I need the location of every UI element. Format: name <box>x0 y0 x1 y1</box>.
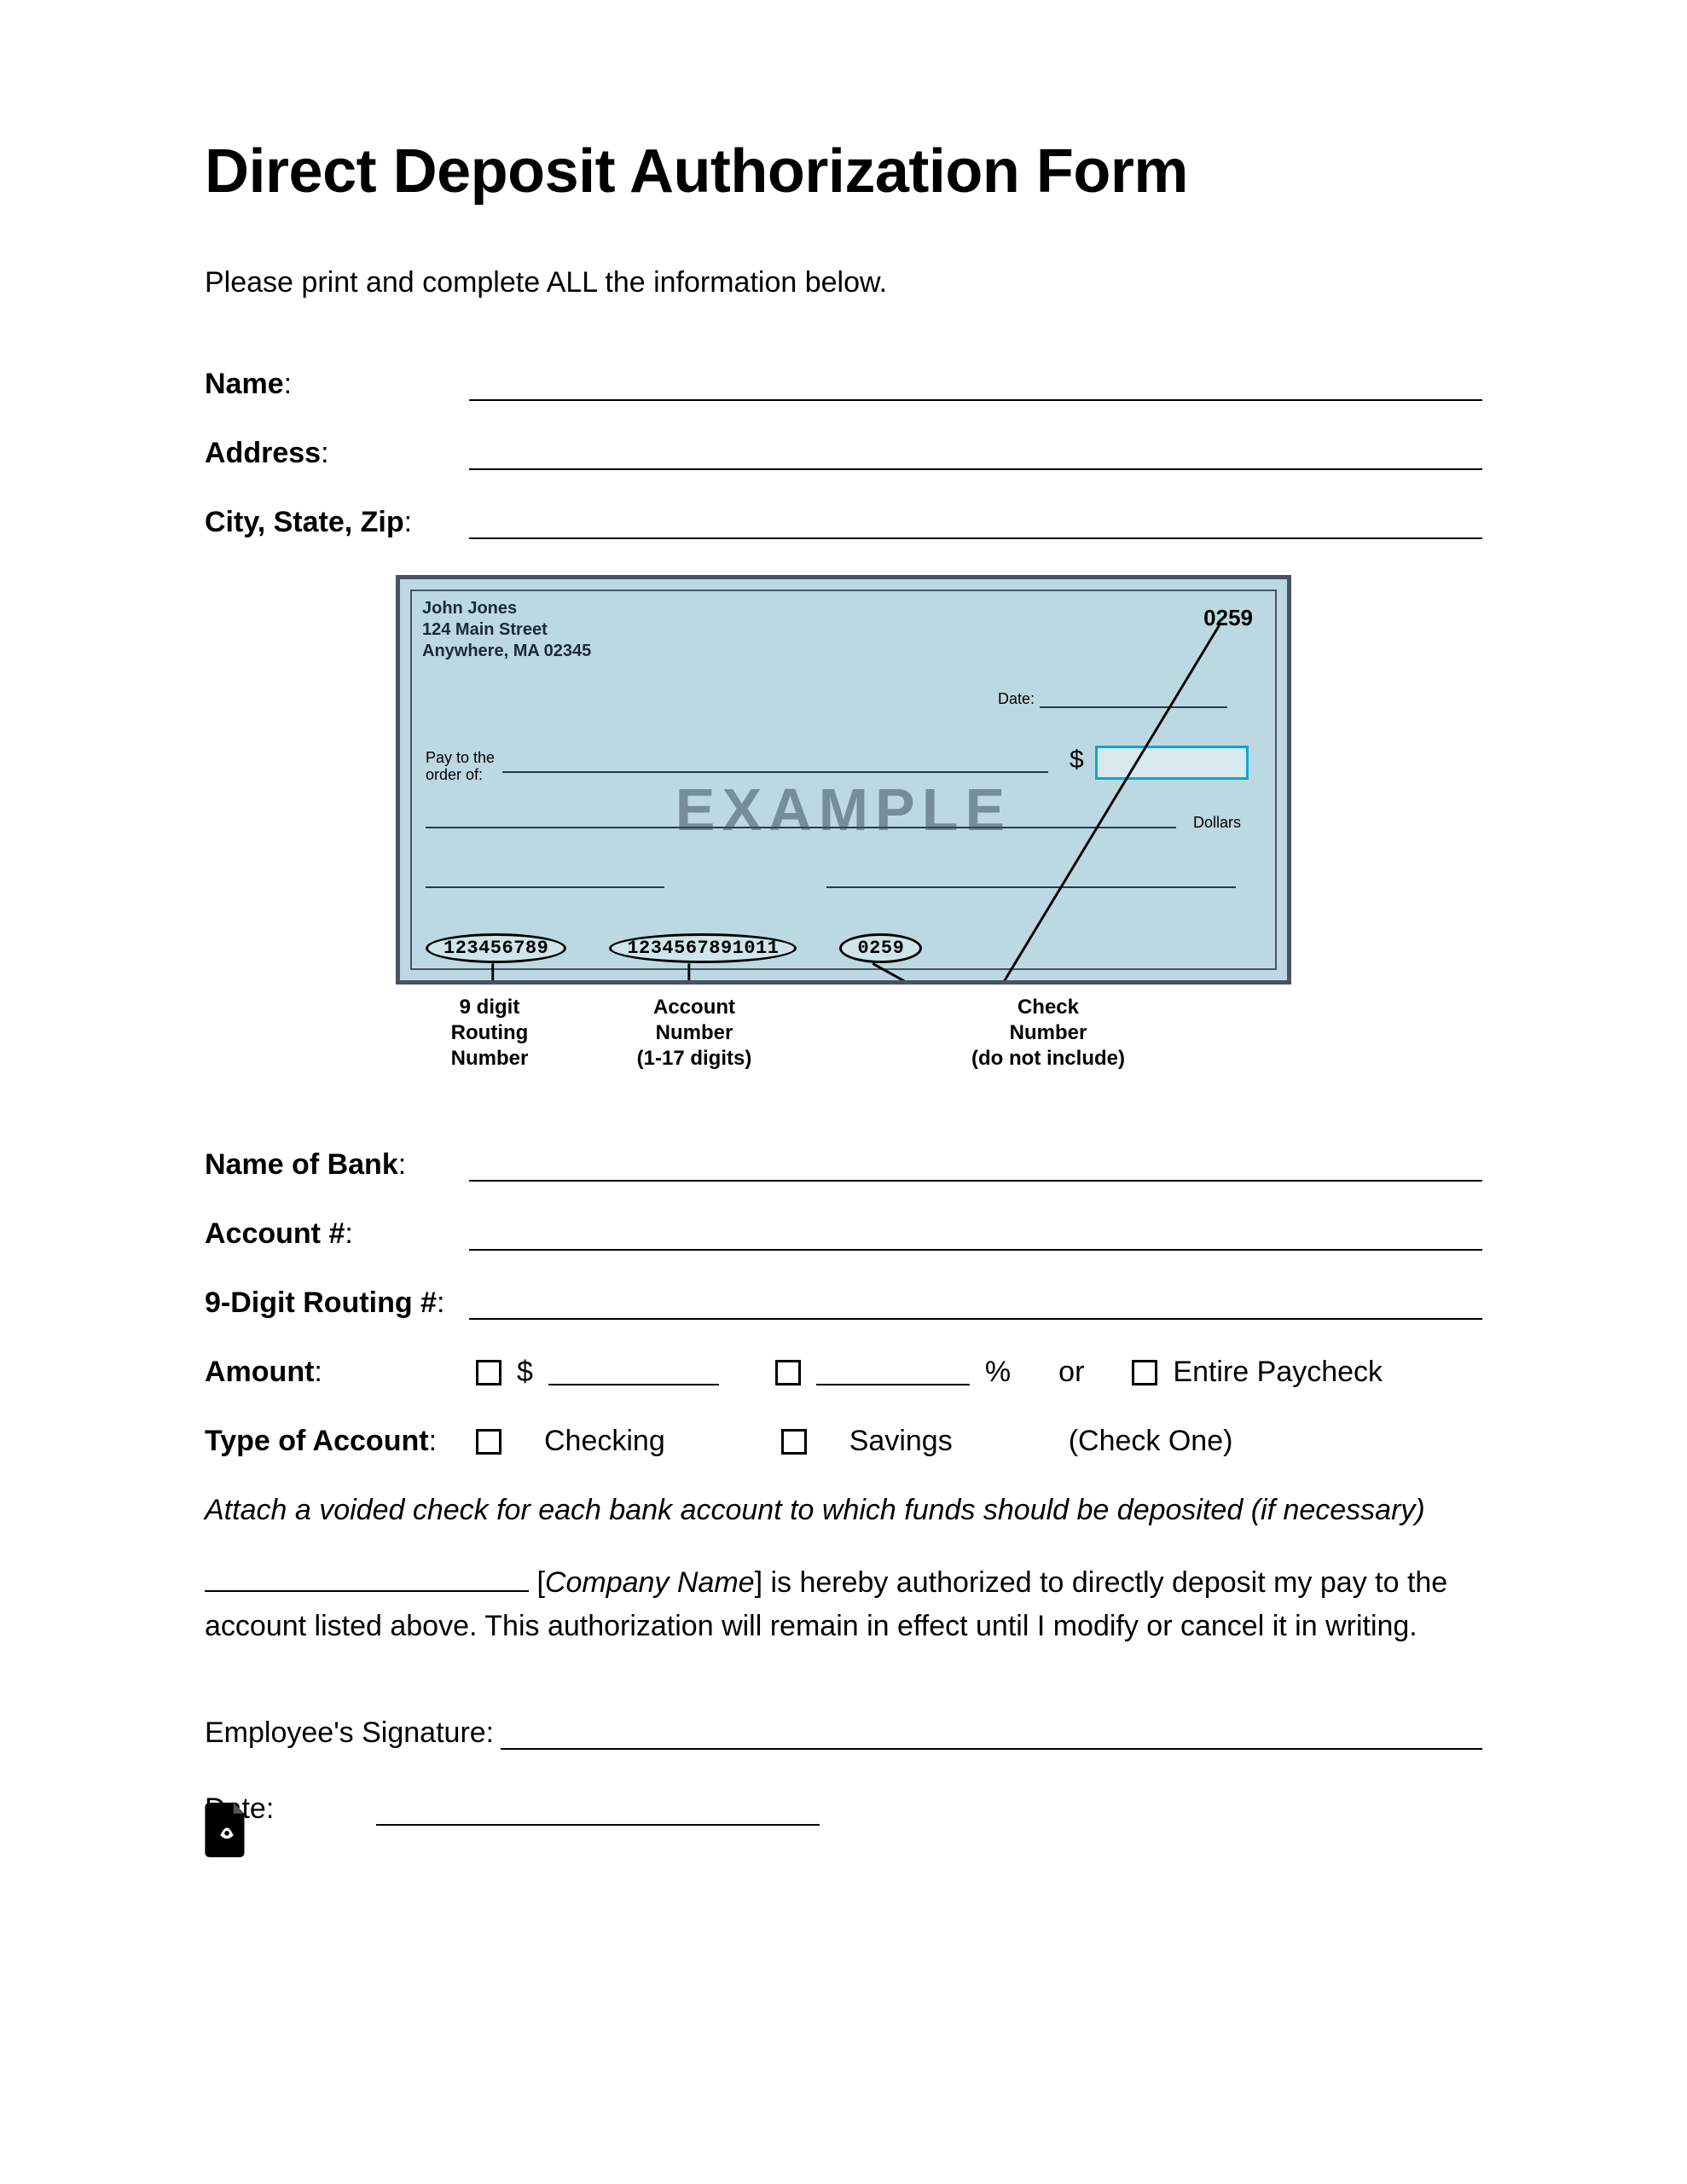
attach-note: Attach a voided check for each bank acco… <box>205 1494 1482 1527</box>
type-row: Type of Account: Checking Savings (Check… <box>205 1425 1482 1458</box>
dollar-amount-line[interactable] <box>548 1360 719 1385</box>
check-amount-box <box>1095 746 1249 780</box>
dollar-sign-icon: $ <box>1070 746 1084 775</box>
check-date: Date: <box>998 690 1227 708</box>
checkbox-percent[interactable] <box>775 1360 801 1385</box>
address-label: Address: <box>205 437 461 470</box>
routing-input-line[interactable] <box>469 1291 1482 1320</box>
authorization-paragraph: [Company Name] is hereby authorized to d… <box>205 1561 1482 1648</box>
check-payto-label: Pay to the order of: <box>426 750 495 784</box>
callout-routing: 9 digit Routing Number <box>396 995 583 1072</box>
check-number-top: 0259 <box>1203 605 1253 631</box>
field-account: Account #: <box>205 1217 1482 1251</box>
savings-text: Savings <box>849 1425 953 1458</box>
check-example-wrap: John Jones 124 Main Street Anywhere, MA … <box>205 575 1482 1072</box>
field-bank-name: Name of Bank: <box>205 1148 1482 1182</box>
signature-label: Employee's Signature: <box>205 1716 494 1750</box>
checkbox-checking[interactable] <box>476 1429 501 1455</box>
account-label: Account #: <box>205 1217 461 1251</box>
check-signature-line <box>826 886 1236 888</box>
checking-text: Checking <box>544 1425 665 1458</box>
checkbox-entire[interactable] <box>1132 1360 1157 1385</box>
checkbox-dollar[interactable] <box>476 1360 501 1385</box>
date-row: Date: <box>205 1792 1482 1826</box>
name-label: Name: <box>205 368 461 401</box>
callout-account: Account Number (1-17 digits) <box>583 995 805 1072</box>
csz-label: City, State, Zip: <box>205 506 461 539</box>
check-payee-block: John Jones 124 Main Street Anywhere, MA … <box>422 598 591 662</box>
routing-label: 9-Digit Routing #: <box>205 1287 461 1320</box>
signature-row: Employee's Signature: <box>205 1716 1482 1750</box>
signature-line[interactable] <box>501 1724 1482 1750</box>
check-callouts: 9 digit Routing Number Account Number (1… <box>396 995 1291 1072</box>
checknum-oval: 0259 <box>839 933 922 963</box>
form-page: Direct Deposit Authorization Form Please… <box>17 34 1670 1877</box>
percent-suffix: % <box>985 1356 1011 1389</box>
date-input-line[interactable] <box>376 1800 820 1826</box>
example-watermark: EXAMPLE <box>675 775 1012 844</box>
field-routing: 9-Digit Routing #: <box>205 1287 1482 1320</box>
instruction-text: Please print and complete ALL the inform… <box>205 266 1482 299</box>
entire-paycheck-text: Entire Paycheck <box>1173 1356 1383 1389</box>
check-dollars-word: Dollars <box>1193 814 1241 832</box>
routing-oval: 123456789 <box>426 933 566 963</box>
bank-name-input-line[interactable] <box>469 1153 1482 1182</box>
checkbox-savings[interactable] <box>781 1429 807 1455</box>
address-input-line[interactable] <box>469 441 1482 470</box>
account-oval: 1234567891011 <box>609 933 797 963</box>
csz-input-line[interactable] <box>469 510 1482 539</box>
amount-row: Amount: $ % or Entire Paycheck <box>205 1356 1482 1389</box>
or-text: or <box>1058 1356 1084 1389</box>
field-csz: City, State, Zip: <box>205 506 1482 539</box>
percent-amount-line[interactable] <box>816 1360 970 1385</box>
document-icon <box>205 1803 249 1862</box>
form-title: Direct Deposit Authorization Form <box>205 136 1482 206</box>
example-check: John Jones 124 Main Street Anywhere, MA … <box>396 575 1291 985</box>
field-name: Name: <box>205 368 1482 401</box>
callout-checknum: Check Number (do not include) <box>925 995 1172 1072</box>
name-input-line[interactable] <box>469 372 1482 401</box>
account-input-line[interactable] <box>469 1222 1482 1251</box>
check-one-text: (Check One) <box>1069 1425 1233 1458</box>
company-name-line[interactable] <box>205 1590 529 1592</box>
check-memo-line <box>426 886 664 888</box>
check-payto-line <box>502 771 1048 773</box>
field-address: Address: <box>205 437 1482 470</box>
bank-name-label: Name of Bank: <box>205 1148 461 1182</box>
micr-row: 123456789 1234567891011 0259 <box>426 933 922 963</box>
dollar-prefix: $ <box>517 1356 533 1389</box>
